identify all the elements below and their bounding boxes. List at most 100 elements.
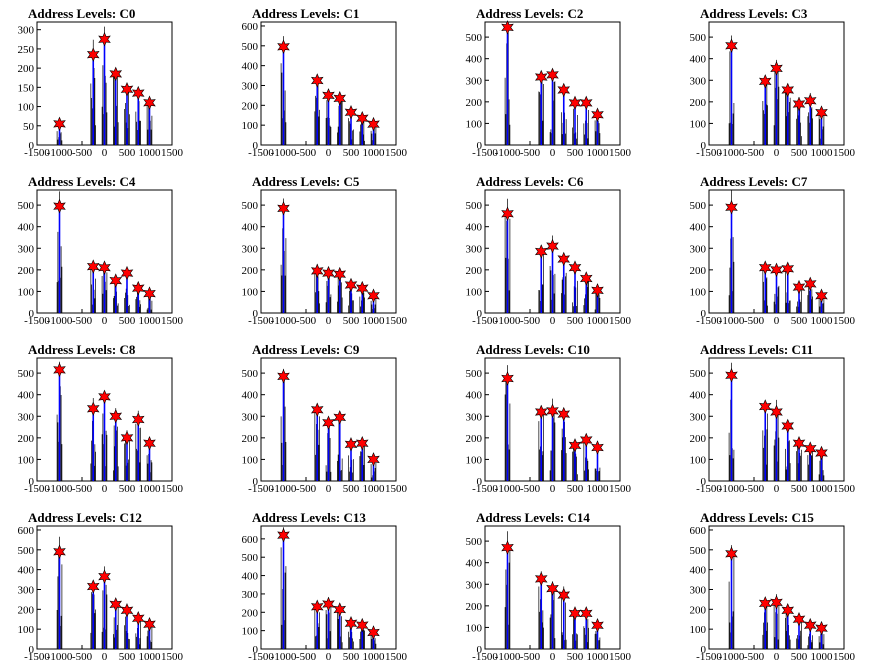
y-tick-label: 250 xyxy=(18,44,35,56)
x-tick-label: -1500 xyxy=(248,651,274,663)
peak-marker xyxy=(355,617,369,633)
peak-marker xyxy=(367,452,380,467)
peak-marker xyxy=(322,265,335,281)
x-tick-label: 0 xyxy=(326,651,332,663)
y-tick-label: 500 xyxy=(242,552,259,564)
x-tick-label: 1500 xyxy=(609,315,632,327)
y-tick-label: 200 xyxy=(242,265,259,277)
y-tick-label: 100 xyxy=(690,624,707,636)
peak-marker xyxy=(546,403,559,419)
y-tick-label: 300 xyxy=(466,579,483,591)
peak-marker xyxy=(86,259,100,274)
x-tick-label: 500 xyxy=(567,483,584,495)
peak-marker xyxy=(546,238,559,254)
peak-marker xyxy=(109,408,123,424)
chart-panel: Address Levels: C11 0 100 200 300 400 500 -1500… xyxy=(690,342,856,495)
x-tick-label: -1500 xyxy=(248,315,274,327)
y-tick-label: 0 xyxy=(29,140,35,152)
y-tick-label: 300 xyxy=(242,243,259,255)
y-tick-label: 400 xyxy=(690,390,707,402)
y-tick-label: 100 xyxy=(18,454,35,466)
peak-marker xyxy=(579,271,593,286)
chart-title: Address Levels: C4 xyxy=(28,174,136,189)
chart-title: Address Levels: C9 xyxy=(252,342,360,357)
x-tick-label: -1500 xyxy=(248,147,274,159)
peak-marker xyxy=(770,595,783,610)
peak-marker xyxy=(86,401,100,416)
peak-marker xyxy=(355,110,369,126)
chart-title: Address Levels: C5 xyxy=(252,174,360,189)
x-tick-label: 0 xyxy=(774,147,780,159)
y-tick-label: 500 xyxy=(466,368,483,380)
x-tick-label: -500 xyxy=(72,651,93,663)
chart-panel: Address Levels: C60100200300400500-1500-… xyxy=(466,174,632,327)
peak-marker xyxy=(109,273,123,288)
peak-marker xyxy=(131,412,145,427)
y-tick-label: 100 xyxy=(466,118,483,130)
peak-marker xyxy=(568,260,582,275)
peak-marker xyxy=(501,206,514,222)
x-tick-label: -500 xyxy=(296,651,317,663)
x-tick-label: 1500 xyxy=(833,651,856,663)
y-tick-label: 200 xyxy=(18,604,35,616)
peak-marker xyxy=(815,620,828,636)
x-tick-label: -500 xyxy=(520,483,541,495)
peak-marker xyxy=(781,418,795,434)
peak-marker xyxy=(109,66,123,82)
peak-marker xyxy=(568,438,582,453)
x-tick-label: 0 xyxy=(550,483,556,495)
peak-marker xyxy=(781,82,795,98)
peak-marker xyxy=(333,91,347,106)
y-tick-label: 200 xyxy=(466,601,483,613)
peak-marker xyxy=(792,435,806,451)
peak-marker xyxy=(277,369,290,384)
peak-marker xyxy=(557,587,571,603)
y-tick-label: 600 xyxy=(242,534,259,546)
y-tick-label: 0 xyxy=(253,308,259,320)
peak-marker xyxy=(803,93,817,109)
x-tick-label: -1500 xyxy=(24,483,50,495)
x-tick-label: 0 xyxy=(774,483,780,495)
peak-marker xyxy=(770,404,783,420)
chart-title: Address Levels: C7 xyxy=(700,174,808,189)
x-tick-label: -500 xyxy=(744,147,765,159)
peak-marker xyxy=(792,96,806,112)
x-tick-label: -1000 xyxy=(495,483,521,495)
peak-marker xyxy=(591,440,604,455)
chart-title: Address Levels: C3 xyxy=(700,6,808,21)
x-tick-label: 1500 xyxy=(385,483,408,495)
x-tick-label: 0 xyxy=(326,315,332,327)
y-tick-label: 400 xyxy=(466,390,483,402)
peak-marker xyxy=(86,579,100,594)
peak-marker xyxy=(557,251,571,267)
x-tick-label: 500 xyxy=(343,315,360,327)
x-tick-label: -1500 xyxy=(472,483,498,495)
peak-marker xyxy=(143,616,156,632)
x-tick-label: 1000 xyxy=(587,315,610,327)
x-tick-label: 1500 xyxy=(385,147,408,159)
y-tick-label: 200 xyxy=(690,433,707,445)
x-tick-label: -500 xyxy=(296,315,317,327)
peak-marker xyxy=(815,288,828,304)
chart-panel: Address Levels: C30100200300400500-1500-… xyxy=(690,6,856,159)
peak-marker xyxy=(98,389,111,405)
peak-marker xyxy=(333,602,347,617)
peak-marker xyxy=(815,105,828,120)
peak-marker xyxy=(120,603,134,618)
y-tick-label: 300 xyxy=(18,411,35,423)
x-tick-label: -1000 xyxy=(271,651,297,663)
peak-marker xyxy=(501,20,514,35)
x-tick-label: 500 xyxy=(119,651,136,663)
peak-marker xyxy=(579,95,593,111)
y-tick-label: 0 xyxy=(29,644,35,656)
x-tick-label: -1500 xyxy=(24,147,50,159)
peak-marker xyxy=(367,288,380,304)
y-tick-label: 300 xyxy=(242,411,259,423)
peak-marker xyxy=(98,32,111,47)
x-tick-label: 1500 xyxy=(609,147,632,159)
x-tick-label: 1500 xyxy=(833,315,856,327)
y-tick-label: 100 xyxy=(242,286,259,298)
x-tick-label: -500 xyxy=(744,651,765,663)
y-tick-label: 500 xyxy=(18,368,35,380)
